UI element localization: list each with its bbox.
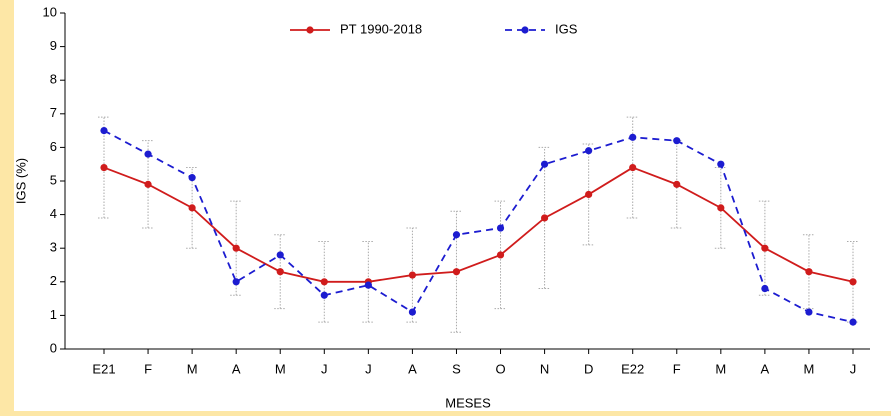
point (761, 244, 769, 252)
frame-left (0, 0, 14, 416)
point (717, 160, 725, 168)
point (629, 163, 637, 172)
x-tick-label: A (761, 361, 770, 376)
point (496, 251, 505, 259)
point (100, 163, 108, 172)
x-tick-label: S (452, 361, 461, 376)
x-tick-label: N (540, 361, 549, 376)
point (364, 281, 372, 289)
point (408, 308, 417, 316)
x-tick-label: F (144, 361, 152, 376)
point (232, 244, 240, 252)
point (673, 137, 681, 145)
x-tick-label: E21 (92, 361, 115, 376)
y-tick-label: 4 (50, 206, 57, 221)
point (540, 214, 549, 222)
y-tick-label: 2 (50, 273, 57, 288)
frame-bottom (0, 411, 891, 416)
legend-label: IGS (555, 21, 578, 36)
point (452, 268, 461, 276)
point (540, 160, 549, 168)
point (496, 224, 505, 232)
point (849, 318, 857, 326)
y-tick-label: 7 (50, 105, 57, 120)
legend-marker (521, 26, 529, 34)
x-axis-label: MESES (445, 395, 491, 410)
point (585, 147, 593, 155)
point (805, 308, 813, 316)
point (761, 284, 769, 293)
point (408, 271, 417, 279)
x-tick-label: E22 (621, 361, 644, 376)
y-tick-label: 6 (50, 139, 57, 154)
x-tick-label: M (715, 361, 726, 376)
point (276, 268, 284, 276)
point (144, 180, 152, 188)
x-tick-label: M (804, 361, 815, 376)
y-tick-label: 5 (50, 172, 57, 187)
x-tick-label: A (232, 361, 241, 376)
y-tick-label: 8 (50, 72, 57, 87)
x-tick-label: J (321, 361, 328, 376)
point (188, 174, 196, 182)
point (320, 291, 328, 299)
y-tick-label: 9 (50, 38, 57, 53)
x-tick-label: M (187, 361, 198, 376)
point (232, 278, 240, 286)
point (100, 127, 108, 135)
x-tick-label: F (673, 361, 681, 376)
point (673, 180, 681, 188)
point (805, 268, 813, 276)
y-tick-label: 3 (50, 240, 57, 255)
point (144, 150, 152, 158)
y-tick-label: 10 (43, 4, 57, 19)
legend-label: PT 1990-2018 (340, 21, 422, 36)
y-tick-label: 1 (50, 307, 57, 322)
x-tick-label: D (584, 361, 593, 376)
point (717, 204, 725, 212)
series-line (103, 129, 854, 323)
x-tick-label: J (365, 361, 372, 376)
point (585, 190, 593, 199)
point (452, 231, 461, 239)
point (629, 133, 637, 141)
point (188, 204, 196, 212)
point (276, 251, 284, 259)
x-tick-label: J (850, 361, 857, 376)
x-tick-label: A (408, 361, 417, 376)
y-axis-label: IGS (%) (13, 158, 28, 204)
x-tick-label: O (495, 361, 505, 376)
y-tick-label: 0 (50, 340, 57, 355)
legend-marker (306, 26, 314, 34)
point (320, 278, 328, 286)
series-line (103, 166, 854, 283)
point (849, 278, 857, 286)
x-tick-label: M (275, 361, 286, 376)
